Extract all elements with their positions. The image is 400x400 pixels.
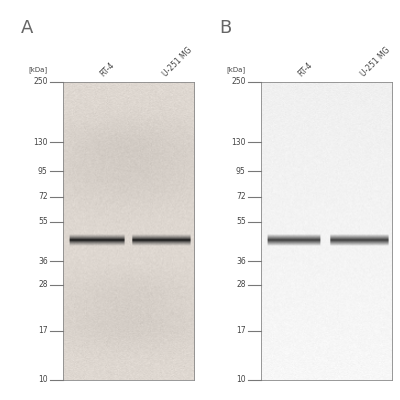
Text: 72: 72	[38, 192, 48, 202]
Text: RT-4: RT-4	[296, 60, 314, 78]
Text: 55: 55	[38, 218, 48, 226]
Text: 95: 95	[236, 167, 246, 176]
Text: 17: 17	[38, 326, 48, 335]
Text: RT-4: RT-4	[98, 60, 116, 78]
Text: 28: 28	[38, 280, 48, 289]
Text: U-251 MG: U-251 MG	[359, 45, 392, 78]
Text: 95: 95	[38, 167, 48, 176]
Text: 55: 55	[236, 218, 246, 226]
Text: 36: 36	[38, 257, 48, 266]
Text: 36: 36	[236, 257, 246, 266]
Text: U-251 MG: U-251 MG	[161, 45, 194, 78]
Text: 28: 28	[236, 280, 246, 289]
Text: 250: 250	[33, 77, 48, 86]
Text: 250: 250	[231, 77, 246, 86]
Text: 130: 130	[231, 138, 246, 147]
Text: 130: 130	[33, 138, 48, 147]
Text: 72: 72	[236, 192, 246, 202]
Text: 10: 10	[236, 376, 246, 384]
Text: B: B	[219, 19, 231, 37]
Text: A: A	[21, 19, 34, 37]
Text: [kDa]: [kDa]	[28, 66, 48, 72]
Text: [kDa]: [kDa]	[226, 66, 246, 72]
Text: 10: 10	[38, 376, 48, 384]
Text: 17: 17	[236, 326, 246, 335]
